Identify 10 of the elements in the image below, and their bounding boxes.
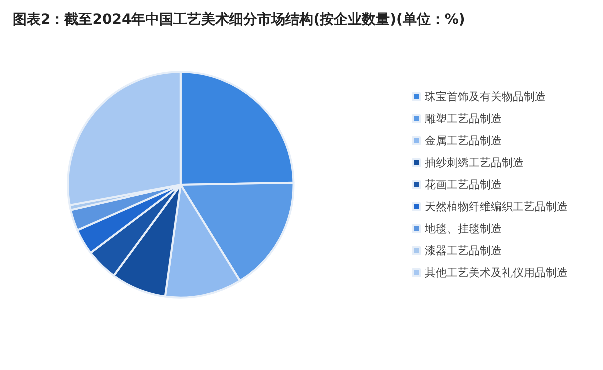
legend-label: 珠宝首饰及有关物品制造: [425, 90, 546, 104]
legend-label: 天然植物纤维编织工艺品制造: [425, 200, 568, 214]
legend-label: 抽纱刺绣工艺品制造: [425, 156, 524, 170]
legend-label: 漆器工艺品制造: [425, 244, 502, 258]
legend-label: 地毯、挂毯制造: [424, 222, 502, 236]
legend-label: 其他工艺美术及礼仪用品制造: [425, 266, 568, 280]
legend-label: 金属工艺品制造: [425, 134, 502, 148]
chart-title: 图表2：截至2024年中国工艺美术细分市场结构(按企业数量)(单位：%): [13, 11, 466, 28]
legend-label: 雕塑工艺品制造: [425, 112, 502, 126]
legend-label: 花画工艺品制造: [425, 178, 502, 192]
